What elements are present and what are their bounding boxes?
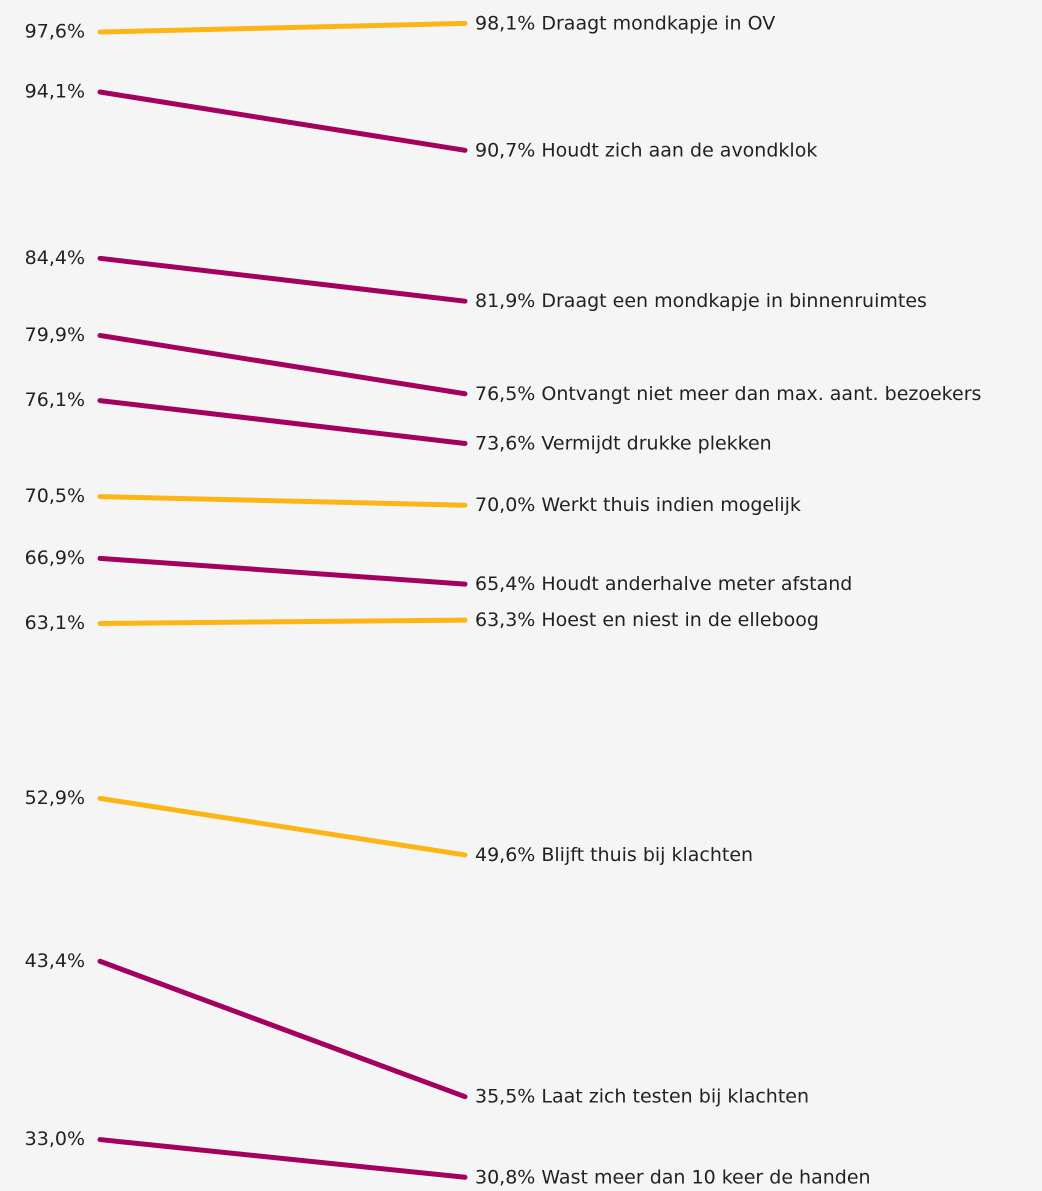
end-label: 98,1% Draagt mondkapje in OV <box>475 12 775 34</box>
end-value-label: 70,0% <box>475 494 535 516</box>
end-value-label: 81,9% <box>475 290 535 312</box>
end-label: 73,6% Vermijdt drukke plekken <box>475 432 772 454</box>
end-label: 90,7% Houdt zich aan de avondklok <box>475 139 817 161</box>
end-label: 35,5% Laat zich testen bij klachten <box>475 1085 809 1107</box>
slope-line <box>97 1137 468 1180</box>
slope-line <box>97 494 468 508</box>
category-label: Vermijdt drukke plekken <box>541 432 771 454</box>
slope-line <box>97 89 468 153</box>
category-label: Draagt mondkapje in OV <box>541 12 775 34</box>
end-value-label: 65,4% <box>475 573 535 595</box>
start-label: 52,9% <box>25 787 85 809</box>
start-label: 84,4% <box>25 247 85 269</box>
start-label: 63,1% <box>25 612 85 634</box>
start-label: 97,6% <box>25 21 85 43</box>
category-label: Werkt thuis indien mogelijk <box>541 494 801 516</box>
end-label: 76,5% Ontvangt niet meer dan max. aant. b… <box>475 382 981 404</box>
category-label: Houdt zich aan de avondklok <box>541 139 817 161</box>
start-label: 43,4% <box>25 950 85 972</box>
category-label: Laat zich testen bij klachten <box>541 1085 809 1107</box>
end-label: 65,4% Houdt anderhalve meter afstand <box>475 573 852 595</box>
slope-line <box>97 795 468 858</box>
end-value-label: 63,3% <box>475 609 535 631</box>
end-label: 63,3% Hoest en niest in de elleboog <box>475 609 819 631</box>
end-value-label: 35,5% <box>475 1085 535 1107</box>
slope-line <box>97 398 468 446</box>
start-label: 70,5% <box>25 485 85 507</box>
end-value-label: 90,7% <box>475 139 535 161</box>
end-value-label: 73,6% <box>475 432 535 454</box>
end-value-label: 98,1% <box>475 12 535 34</box>
start-label: 66,9% <box>25 547 85 569</box>
slope-line <box>97 255 468 304</box>
end-value-label: 49,6% <box>475 843 535 865</box>
end-label: 70,0% Werkt thuis indien mogelijk <box>475 494 801 516</box>
end-value-label: 76,5% <box>475 382 535 404</box>
category-label: Blijft thuis bij klachten <box>541 843 753 865</box>
slope-line <box>97 617 468 627</box>
end-value-label: 30,8% <box>475 1166 535 1188</box>
end-label: 49,6% Blijft thuis bij klachten <box>475 843 753 865</box>
start-label: 76,1% <box>25 389 85 411</box>
slope-line <box>97 555 468 587</box>
end-label: 30,8% Wast meer dan 10 keer de handen <box>475 1166 871 1188</box>
slope-line <box>97 958 468 1100</box>
start-label: 33,0% <box>25 1128 85 1150</box>
category-label: Hoest en niest in de elleboog <box>541 609 819 631</box>
end-label: 81,9% Draagt een mondkapje in binnenruimt… <box>475 290 927 312</box>
category-label: Draagt een mondkapje in binnenruimtes <box>541 290 927 312</box>
category-label: Houdt anderhalve meter afstand <box>541 573 852 595</box>
slope-line <box>97 20 468 35</box>
category-label: Wast meer dan 10 keer de handen <box>541 1166 870 1188</box>
start-label: 94,1% <box>25 81 85 103</box>
start-label: 79,9% <box>25 324 85 346</box>
category-label: Ontvangt niet meer dan max. aant. bezoek… <box>541 382 981 404</box>
slope-line <box>97 332 468 397</box>
